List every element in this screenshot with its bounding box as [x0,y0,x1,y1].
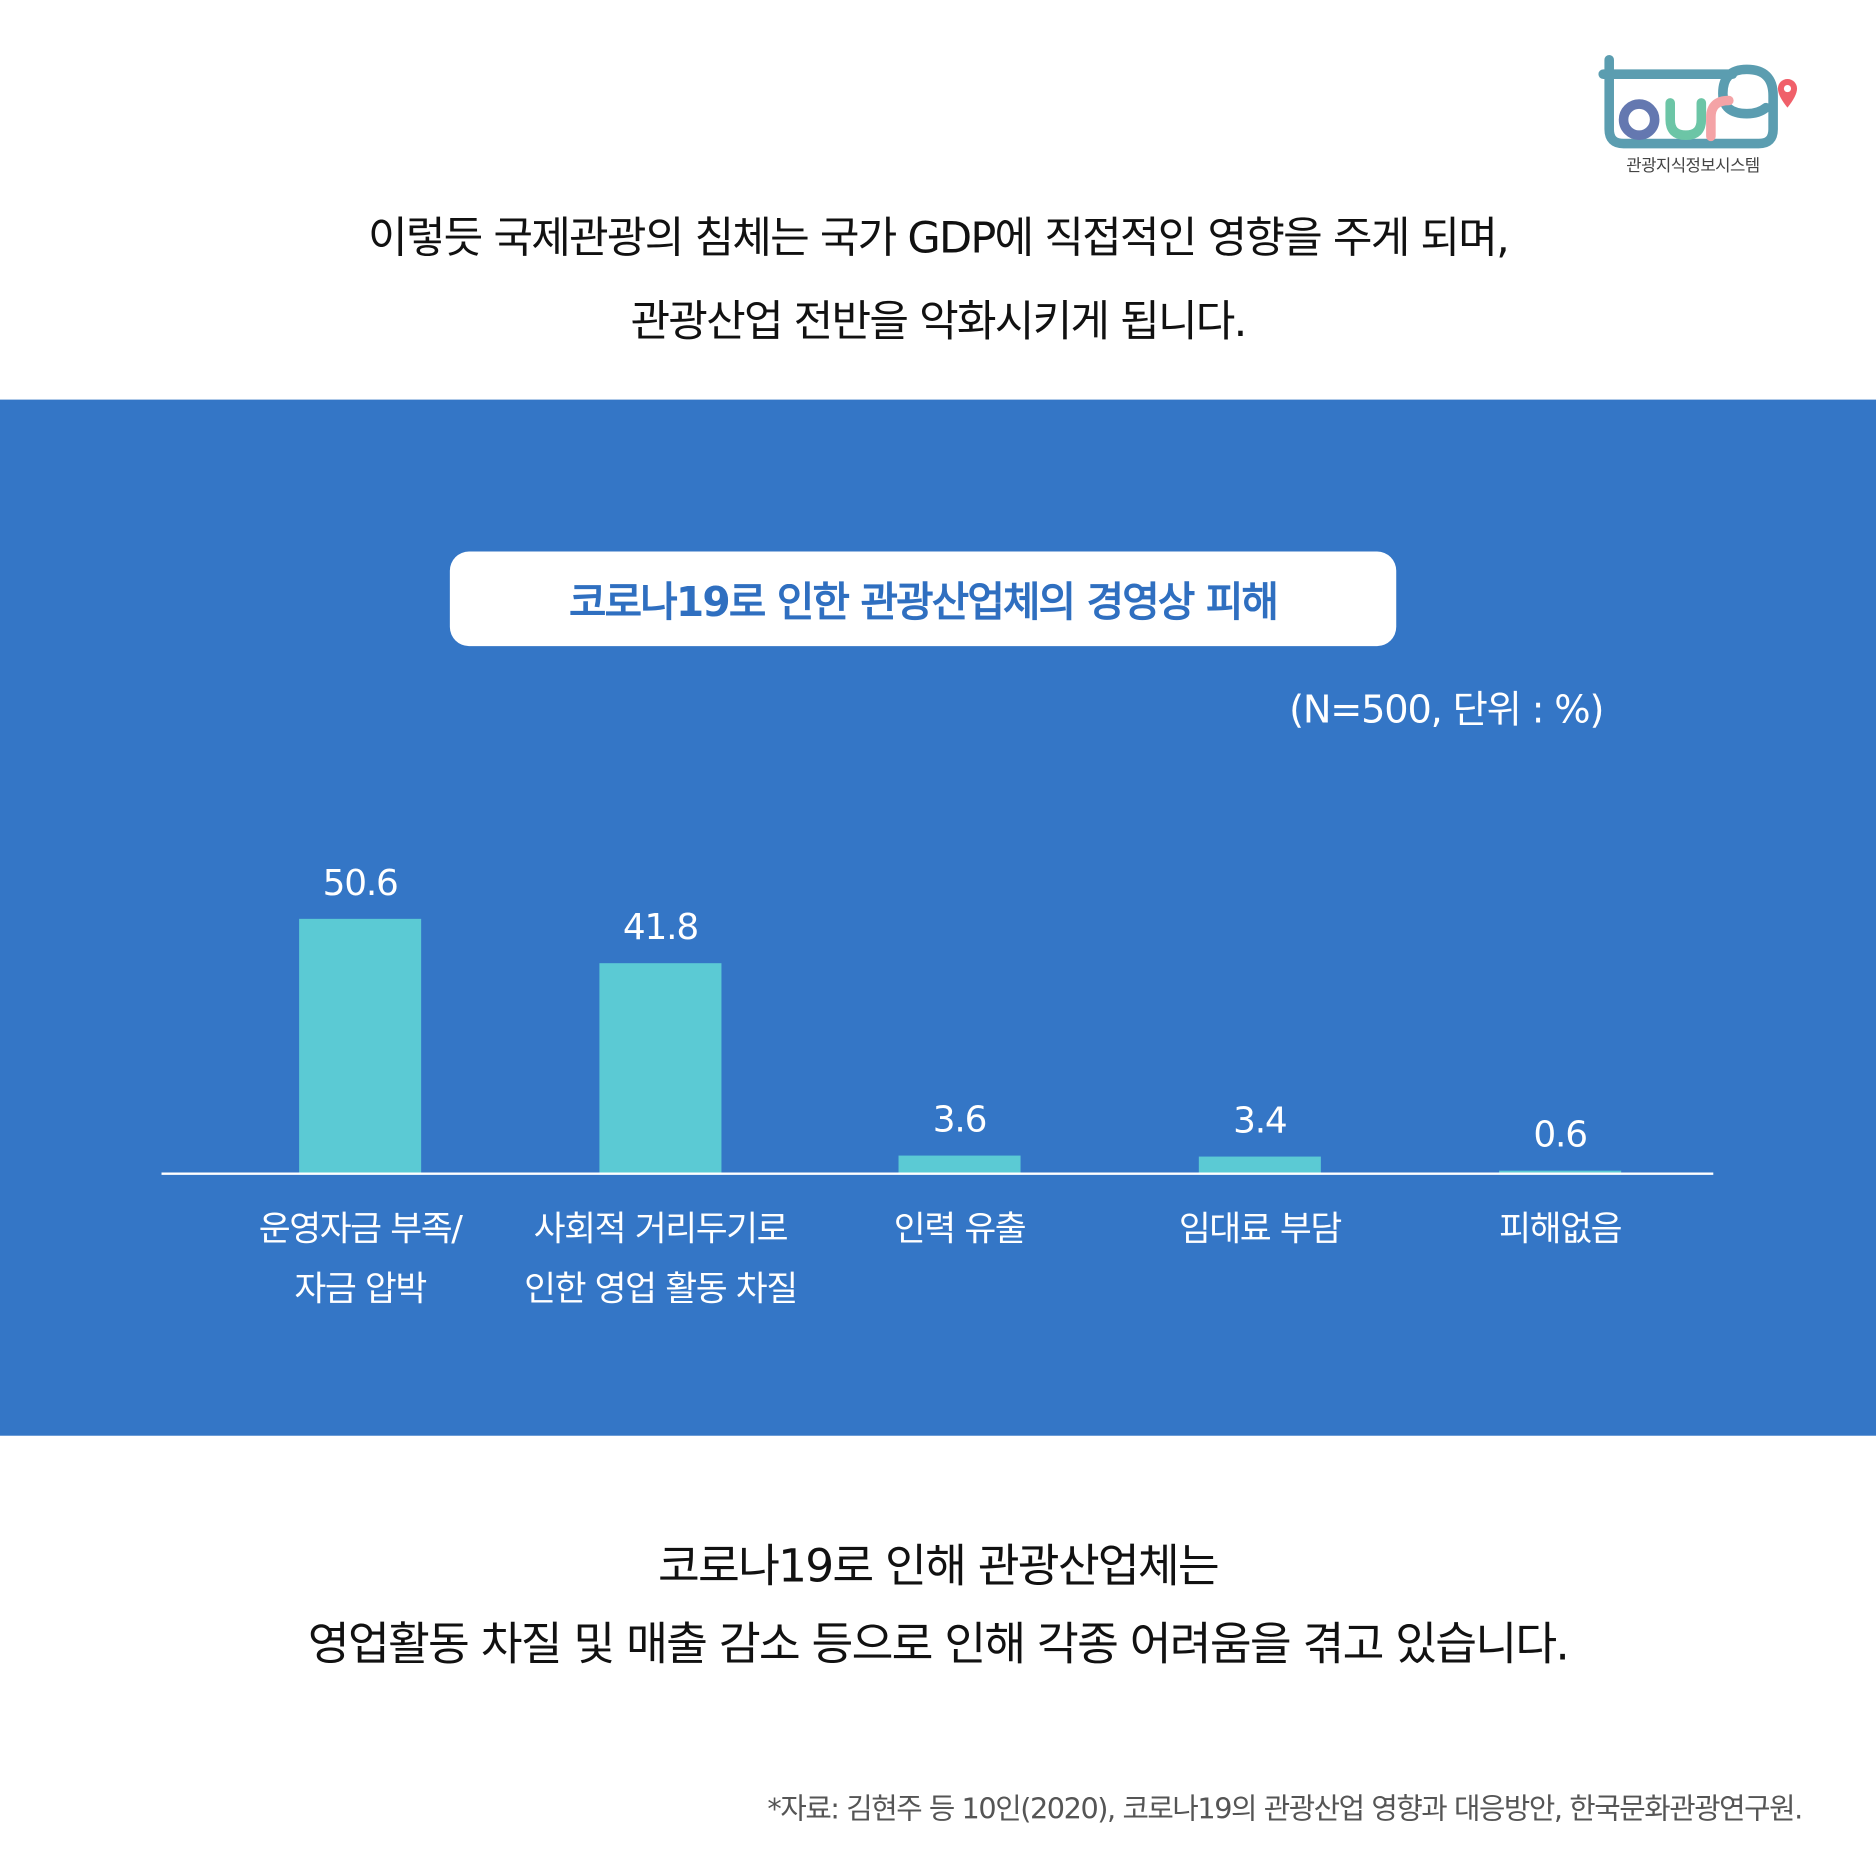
header-line-2: 관광산업 전반을 악화시키게 됩니다. [630,297,1247,347]
category-label-line: 운영자금 부족/ [258,1208,463,1250]
footer-line-1: 코로나19로 인해 관광산업체는 [657,1539,1220,1593]
value-label: 3.4 [1233,1101,1286,1142]
value-label: 50.6 [323,863,398,904]
category-label-line: 임대료 부담 [1178,1208,1342,1250]
value-label: 0.6 [1533,1115,1586,1156]
value-label: 41.8 [623,907,698,948]
category-label-line: 사회적 거리두기로 [533,1208,789,1250]
bar [898,1155,1021,1174]
header-line-1: 이렇듯 국제관광의 침체는 국가 GDP에 직접적인 영향을 주게 되며, [367,214,1510,264]
tour9-logo [1598,55,1798,149]
footer-line-2: 영업활동 차질 및 매출 감소 등으로 인해 각종 어려움을 겪고 있습니다. [307,1617,1570,1671]
category-label: 인력 유출 [804,1199,1115,1259]
category-label-line: 자금 압박 [294,1268,427,1309]
chart-title-box: 코로나19로 인한 관광산업체의 경영상 피해 [449,551,1397,647]
bar [599,963,722,1174]
source-citation: *자료: 김현주 등 10인(2020), 코로나19의 관광산업 영향과 대응… [767,1792,1803,1826]
value-label: 3.6 [933,1100,986,1141]
category-label-line: 인한 영업 활동 차질 [524,1268,798,1309]
chart-note: (N=500, 단위 : %) [1289,686,1604,733]
bar [1198,1156,1321,1174]
chart-title: 코로나19로 인한 관광산업체의 경영상 피해 [568,579,1279,627]
bar [299,918,422,1174]
bar [1499,1170,1622,1174]
category-label: 피해없음 [1405,1199,1716,1259]
logo-caption: 관광지식정보시스템 [1626,156,1760,176]
category-label-line: 인력 유출 [893,1208,1027,1250]
category-label-line: 피해없음 [1499,1208,1622,1250]
category-label: 운영자금 부족/자금 압박 [205,1199,516,1319]
category-label: 임대료 부담 [1104,1199,1415,1259]
